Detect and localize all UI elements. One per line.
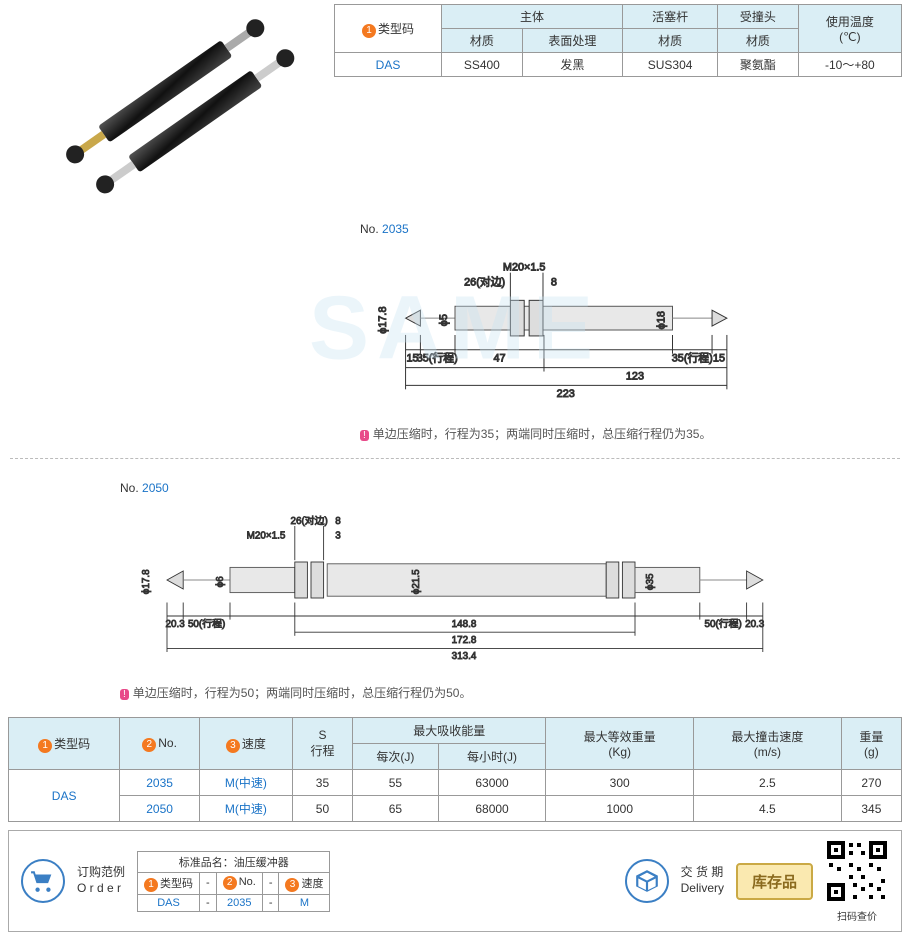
svg-text:172.8: 172.8 [452, 635, 477, 646]
type-das[interactable]: DAS [335, 53, 442, 77]
svg-text:35(行程): 35(行程) [417, 352, 458, 365]
svg-text:ϕ21.5: ϕ21.5 [411, 569, 422, 594]
delivery-label: 交 货 期 Delivery [681, 865, 724, 896]
svg-text:ϕ17.8: ϕ17.8 [377, 307, 389, 334]
svg-text:M20×1.5: M20×1.5 [247, 531, 286, 542]
diagram-2-label: No. 2050 [120, 481, 890, 495]
stock-badge: 库存品 [736, 863, 813, 900]
material-table: 1类型码 主体 活塞杆 受撞头 使用温度 (℃) 材质 表面处理 材质 材质 D… [334, 4, 902, 204]
spec-table: 1类型码 2No. 3速度 S 行程 最大吸收能量 最大等效重量 (Kg) 最大… [8, 717, 902, 822]
svg-text:ϕ35: ϕ35 [645, 573, 656, 590]
svg-text:313.4: 313.4 [452, 651, 477, 662]
footer: 订购范例 O r d e r 标准品名：油压缓冲器 1类型码- 2No.- 3速… [8, 830, 902, 932]
svg-text:123: 123 [626, 370, 644, 382]
order-label: 订购范例 O r d e r [77, 865, 125, 896]
svg-text:ϕ6: ϕ6 [215, 576, 226, 588]
diagram-1: M20×1.5 26(对边) 8 ϕ17.8 ϕ5 ϕ18 15 35(行程) … [20, 240, 890, 420]
svg-text:26(对边): 26(对边) [464, 275, 505, 289]
separator [10, 458, 900, 459]
svg-text:148.8: 148.8 [452, 619, 477, 630]
svg-text:20.3: 20.3 [745, 619, 765, 630]
qr-icon [825, 839, 889, 903]
svg-text:26(对边): 26(对边) [291, 514, 328, 527]
svg-text:223: 223 [557, 388, 575, 400]
delivery-icon [625, 859, 669, 903]
svg-text:50(行程): 50(行程) [188, 617, 225, 630]
svg-text:35(行程): 35(行程) [672, 352, 713, 365]
table-row: 2050 M(中速) 506568000 10004.5345 [9, 796, 902, 822]
svg-text:20.3: 20.3 [165, 619, 185, 630]
product-photo [8, 4, 328, 204]
svg-text:8: 8 [335, 516, 341, 527]
svg-text:ϕ17.8: ϕ17.8 [141, 569, 152, 594]
svg-text:47: 47 [493, 353, 505, 365]
diagram-1-note: !单边压缩时，行程为35；两端同时压缩时，总压缩行程仍为35。 [360, 425, 890, 442]
diagram-2-note: !单边压缩时，行程为50；两端同时压缩时，总压缩行程仍为50。 [120, 684, 890, 701]
svg-text:8: 8 [551, 277, 557, 289]
svg-text:M20×1.5: M20×1.5 [503, 262, 546, 274]
svg-text:3: 3 [335, 531, 341, 542]
type-code-header: 1类型码 [335, 5, 442, 53]
diagram-2: 26(对边) 8 3 M20×1.5 ϕ17.8 ϕ6 ϕ21.5 ϕ35 20… [20, 499, 890, 679]
spec-type[interactable]: DAS [9, 770, 120, 822]
qr-block[interactable]: 扫码查价 [825, 839, 889, 923]
diagram-1-label: No. 2035 [360, 222, 890, 236]
cart-icon [21, 859, 65, 903]
svg-text:50(行程): 50(行程) [705, 617, 742, 630]
order-example-table: 标准品名：油压缓冲器 1类型码- 2No.- 3速度 DAS- 2035- M [137, 851, 330, 912]
svg-text:15: 15 [713, 353, 725, 365]
table-row: DAS 2035 M(中速) 355563000 3002.5270 [9, 770, 902, 796]
svg-text:ϕ18: ϕ18 [656, 311, 668, 329]
svg-text:ϕ5: ϕ5 [438, 314, 450, 326]
